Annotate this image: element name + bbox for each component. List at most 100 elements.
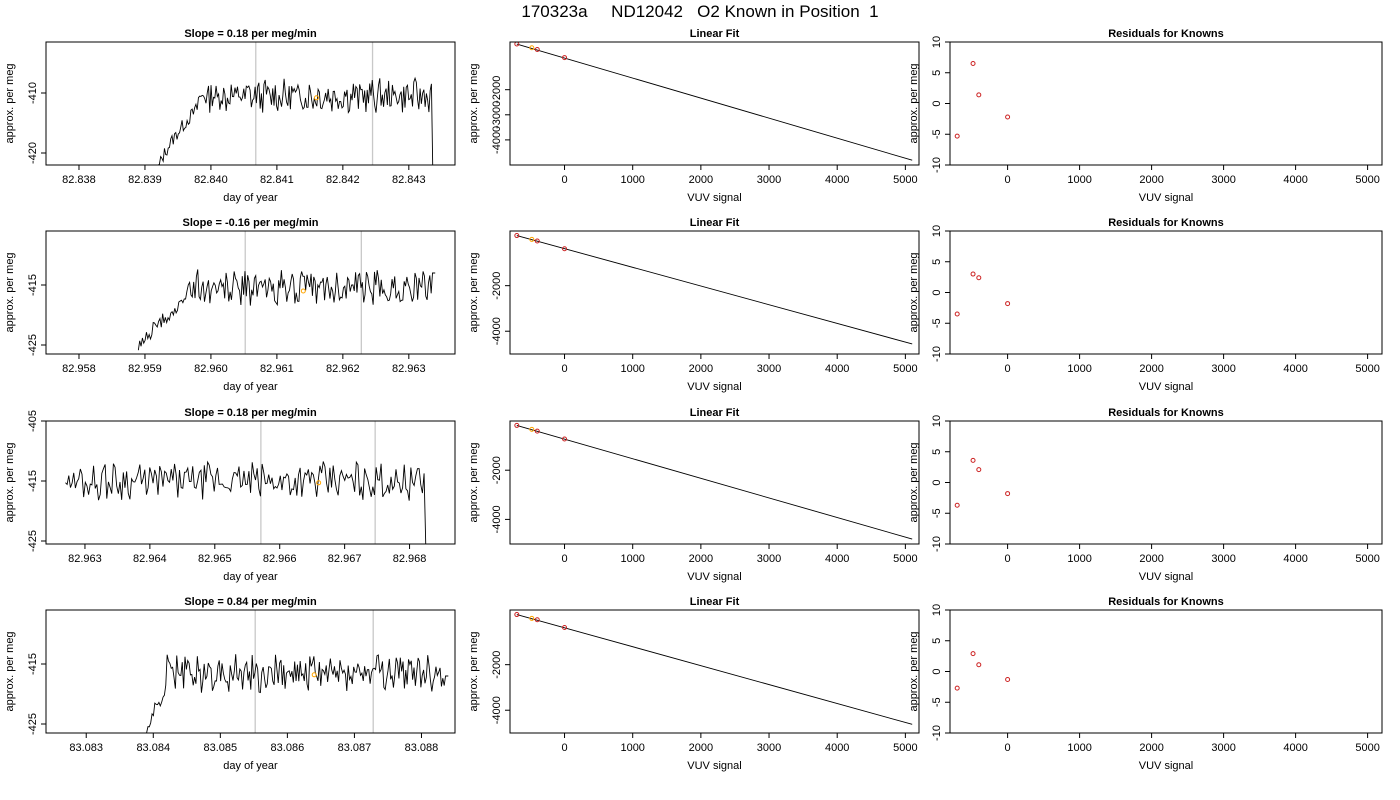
time-series-ylabel: approx. per meg [4,63,16,143]
residuals-xtick-label: 1000 [1067,174,1091,186]
residuals-panel: Residuals for Knowns VUV signal approx. pe… [908,596,1383,772]
linear-fit-xtick-label: 4000 [825,553,849,565]
residuals-ytick-label: 10 [931,36,943,48]
linear-fit-xtick-label: 4000 [825,363,849,375]
fit-data-point [529,615,535,621]
residuals-ytick-label: -5 [931,697,943,707]
linear-fit-panel: Linear Fit VUV signal approx. per meg 0 1000… [468,596,920,772]
residuals-ytick-label: 5 [931,70,943,76]
residuals-plot-frame [949,609,1383,734]
time-series-xtick-label: 82.963 [392,363,426,375]
linear-fit-xtick-label: 3000 [757,363,781,375]
linear-fit-xtick-label: 0 [561,363,567,375]
fit-line [516,614,913,725]
linear-fit-xtick-label: 3000 [757,742,781,754]
fit-data-point [514,612,520,618]
residuals-xtick-label: 4000 [1283,363,1307,375]
fit-data-point [529,426,535,432]
linear-fit-ytick-label: -4000 [491,317,503,345]
time-series-xtick-label: 82.839 [128,174,162,186]
residuals-ytick-label: -10 [931,157,943,173]
linear-fit-xtick-label: 3000 [757,174,781,186]
time-series-ytick-label: -425 [27,530,39,552]
fit-data-point [562,55,568,61]
linear-fit-ytick-label: -4000 [491,126,503,154]
residuals-xtick-label: 0 [1005,553,1011,565]
time-series-plot-frame [45,41,456,166]
time-series-xlabel: day of year [223,192,278,204]
linear-fit-xtick-label: 3000 [757,553,781,565]
residuals-xtick-label: 0 [1005,174,1011,186]
fit-line [516,235,913,345]
time-series-trace [65,460,430,545]
time-series-xlabel: day of year [223,760,278,772]
time-series-title: Slope = 0.18 per meg/min [184,407,317,419]
linear-fit-plot-frame [509,420,920,545]
fit-line [516,424,913,540]
linear-fit-ytick-label: -4000 [491,696,503,724]
time-series-panel: Slope = 0.18 per meg/min day of year appro… [4,407,456,583]
linear-fit-xtick-label: 5000 [893,363,917,375]
residuals-ytick-label: 0 [931,668,943,674]
residuals-plot-frame [949,420,1383,545]
time-series-ytick-label: -415 [27,470,39,492]
residuals-ytick-label: 0 [931,479,943,485]
residuals-xtick-label: 4000 [1283,553,1307,565]
residuals-xtick-label: 5000 [1355,174,1379,186]
fit-line [516,43,913,161]
time-series-xlabel: day of year [223,381,278,393]
time-series-ytick-label: -425 [27,713,39,735]
residuals-panel: Residuals for Knowns VUV signal approx. pe… [908,407,1383,583]
residual-point [976,92,982,98]
residuals-xtick-label: 4000 [1283,174,1307,186]
residual-point [1005,301,1011,307]
residuals-title: Residuals for Knowns [1108,217,1224,229]
time-series-plot-frame [45,609,456,734]
linear-fit-xlabel: VUV signal [687,381,741,393]
residuals-ytick-label: 5 [931,638,943,644]
time-series-title: Slope = -0.16 per meg/min [182,217,318,229]
fit-data-point [534,47,540,53]
residual-point [954,685,960,691]
time-series-xtick-label: 83.084 [136,742,170,754]
residuals-ytick-label: -10 [931,346,943,362]
time-series-xtick-label: 82.964 [133,553,167,565]
linear-fit-xtick-label: 1000 [620,174,644,186]
time-series-xtick-label: 82.968 [393,553,427,565]
linear-fit-xtick-label: 0 [561,174,567,186]
time-series-xtick-label: 83.083 [69,742,103,754]
time-series-ytick-label: -425 [27,334,39,356]
time-series-xtick-label: 82.967 [328,553,362,565]
residual-point [1005,676,1011,682]
residuals-xtick-label: 2000 [1139,742,1163,754]
residuals-xtick-label: 2000 [1139,553,1163,565]
residuals-xtick-label: 1000 [1067,363,1091,375]
time-series-xtick-label: 83.087 [338,742,372,754]
residuals-ytick-label: 5 [931,259,943,265]
time-series-trace [146,654,449,734]
linear-fit-title: Linear Fit [690,217,740,229]
residuals-xlabel: VUV signal [1139,571,1193,583]
residual-point [970,271,976,277]
residuals-ytick-label: 5 [931,449,943,455]
linear-fit-xtick-label: 2000 [689,742,713,754]
time-series-ylabel: approx. per meg [4,631,16,711]
linear-fit-xtick-label: 1000 [620,363,644,375]
time-series-ytick-label: -420 [27,142,39,164]
linear-fit-title: Linear Fit [690,596,740,608]
residuals-ytick-label: -10 [931,725,943,741]
linear-fit-ylabel: approx. per meg [468,631,480,711]
linear-fit-xtick-label: 0 [561,742,567,754]
residuals-xtick-label: 0 [1005,742,1011,754]
time-series-xtick-label: 82.963 [68,553,102,565]
linear-fit-panel: Linear Fit VUV signal approx. per meg 0 1000… [468,407,920,583]
time-series-plot-frame [45,420,456,545]
linear-fit-plot-frame [509,609,920,734]
fit-data-point [562,625,568,631]
linear-fit-plot-frame [509,41,920,166]
residuals-ytick-label: 10 [931,415,943,427]
time-series-plot-frame [45,230,456,355]
time-series-xtick-label: 82.840 [194,174,228,186]
linear-fit-xtick-label: 4000 [825,742,849,754]
linear-fit-xtick-label: 1000 [620,553,644,565]
